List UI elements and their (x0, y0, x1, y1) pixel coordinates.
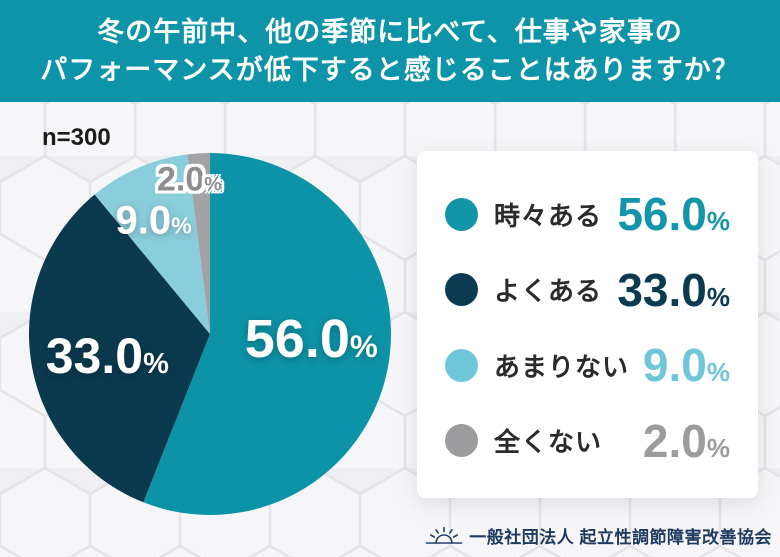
pie-slice-unit: % (143, 347, 169, 380)
pie-slice-value: 33.0 (45, 327, 144, 384)
legend-value-number: 9.0 (642, 339, 707, 392)
pie-slice-label-not-much: 9.0% (116, 198, 192, 243)
footer-attribution: 一般社団法人 起立性調節障害改善協会 (425, 522, 772, 548)
sample-size-label: n=300 (42, 124, 111, 151)
legend-card: 時々ある 56.0% よくある 33.0% あまりない 9.0% 全くない 2.… (417, 151, 758, 498)
pie-slice-全くない (187, 153, 210, 334)
legend-value-number: 56.0 (617, 188, 707, 240)
legend-label: よくある (494, 276, 603, 307)
legend-color-dot (445, 273, 478, 307)
legend-row: 全くない 2.0% (445, 414, 730, 468)
legend-value: 2.0% (643, 414, 730, 468)
organization-name: 一般社団法人 起立性調節障害改善協会 (469, 527, 772, 547)
pie-slice-label-often: 33.0% (46, 327, 169, 385)
pie-slice-unit: % (349, 328, 378, 364)
legend-color-dot (445, 348, 478, 382)
question-title-line2: パフォーマンスが低下すると感じることはありますか？ (40, 55, 740, 85)
pie-slice-unit: % (204, 173, 222, 196)
pie-slice-あまりない (94, 154, 210, 334)
pie-slice-unit: % (171, 212, 192, 238)
legend-value-unit: % (706, 432, 730, 463)
pie-slice-時々ある (143, 153, 391, 515)
legend-value-unit: % (706, 206, 730, 236)
legend-label: 全くない (494, 427, 603, 458)
legend-value: 33.0% (617, 263, 730, 317)
pie-slice-value: 2.0 (157, 160, 205, 199)
rising-sun-icon (425, 526, 463, 544)
legend-value-unit: % (706, 357, 730, 388)
legend-row: あまりない 9.0% (445, 338, 730, 392)
legend-value-number: 2.0 (642, 414, 707, 467)
legend-color-dot (445, 197, 478, 231)
legend-label: あまりない (494, 351, 630, 382)
legend-value: 56.0% (617, 187, 730, 241)
pie-slice-value: 9.0 (115, 198, 172, 242)
question-title-banner: 冬の午前中、他の季節に比べて、仕事や家事の パフォーマンスが低下すると感じること… (0, 0, 780, 102)
legend-value-number: 33.0 (617, 263, 707, 316)
pie-chart-svg (29, 153, 391, 515)
legend-label: 時々ある (494, 200, 603, 231)
pie-slice-label-not-at-all: 2.0% (157, 160, 222, 199)
pie-slice-よくある (29, 194, 211, 503)
legend-row: 時々ある 56.0% (445, 187, 730, 241)
pie-slice-value: 56.0 (244, 308, 350, 369)
legend-value: 9.0% (643, 338, 730, 392)
pie-slice-label-sometimes: 56.0% (245, 308, 378, 370)
legend-row: よくある 33.0% (445, 263, 730, 317)
question-title-line1: 冬の午前中、他の季節に比べて、仕事や家事の (97, 17, 683, 47)
legend-color-dot (445, 424, 478, 458)
legend-value-unit: % (706, 281, 730, 312)
pie-chart (28, 152, 392, 516)
